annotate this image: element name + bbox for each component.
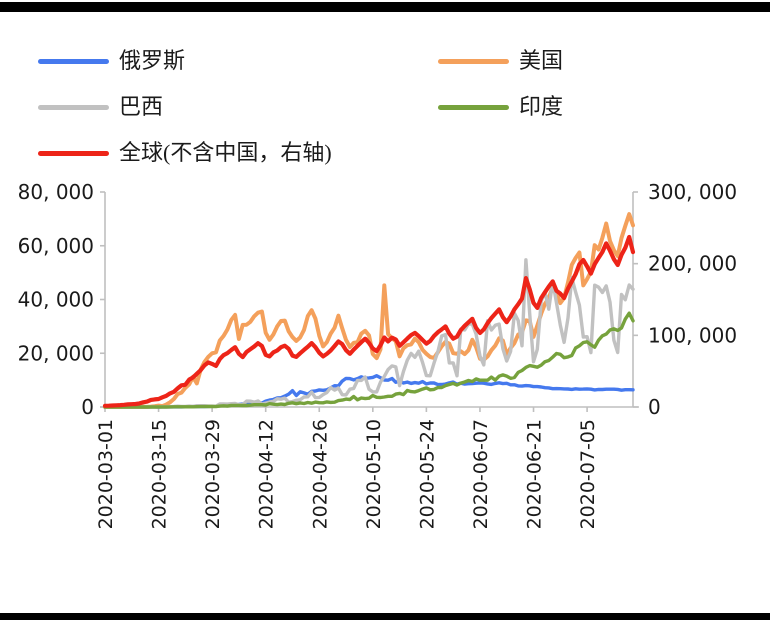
legend-label-us: 美国 xyxy=(519,48,564,73)
legend-item-us: 美国 xyxy=(438,46,563,76)
legend-swatch-brazil xyxy=(38,104,109,110)
x-axis-label: 2020-03-01 xyxy=(95,419,117,529)
y-axis-right-label: 200, 000 xyxy=(648,252,737,276)
legend-item-brazil: 巴西 xyxy=(38,92,163,122)
legend-item-russia: 俄罗斯 xyxy=(38,46,185,76)
y-axis-left-label: 20, 000 xyxy=(18,341,94,365)
x-axis-label: 2020-05-10 xyxy=(363,419,385,529)
y-axis-right-label: 300, 000 xyxy=(648,180,737,204)
top-border-rule xyxy=(0,2,770,12)
y-axis-left-label: 40, 000 xyxy=(18,288,94,312)
x-axis-label: 2020-04-26 xyxy=(309,419,331,529)
x-axis-label: 2020-03-29 xyxy=(202,419,224,529)
series-line-global-ex-china xyxy=(102,234,636,408)
legend-label-russia: 俄罗斯 xyxy=(119,48,186,73)
x-axis-label: 2020-06-07 xyxy=(470,419,492,529)
legend-swatch-india xyxy=(438,104,509,110)
legend-item-global-ex-china: 全球(不含中国，右轴) xyxy=(38,138,332,168)
x-axis-label: 2020-05-24 xyxy=(416,419,438,529)
legend-label-india: 印度 xyxy=(519,94,564,119)
y-axis-left-label: 0 xyxy=(81,395,94,419)
x-axis-label: 2020-07-05 xyxy=(577,419,599,529)
y-axis-left-label: 80, 000 xyxy=(18,180,94,204)
legend-swatch-us xyxy=(438,58,509,64)
bottom-border-rule xyxy=(0,613,770,620)
legend-swatch-russia xyxy=(38,58,109,64)
x-axis-label: 2020-06-21 xyxy=(524,419,546,529)
y-axis-right-label: 0 xyxy=(648,395,661,419)
y-axis-right-label: 100, 000 xyxy=(648,323,737,347)
series-line-india xyxy=(103,311,635,409)
x-axis-label: 2020-03-15 xyxy=(149,419,171,529)
legend-item-india: 印度 xyxy=(438,92,563,122)
legend-label-brazil: 巴西 xyxy=(119,94,164,119)
legend-swatch-global-ex-china xyxy=(38,150,109,156)
legend-label-global-ex-china: 全球(不含中国，右轴) xyxy=(119,140,332,165)
x-axis-label: 2020-04-12 xyxy=(256,419,278,529)
y-axis-left-label: 60, 000 xyxy=(18,234,94,258)
